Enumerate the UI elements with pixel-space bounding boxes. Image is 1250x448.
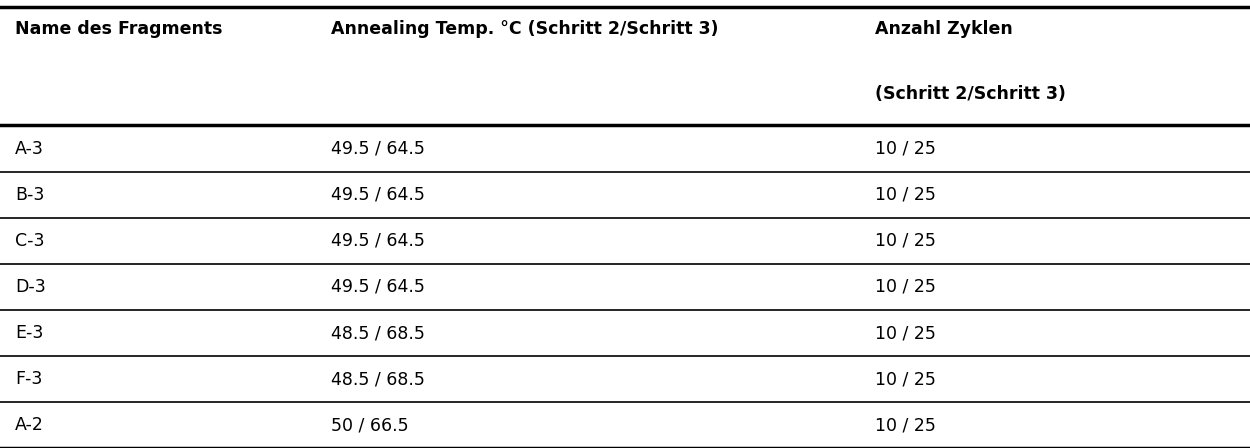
Text: 10 / 25: 10 / 25 (875, 370, 936, 388)
Text: 10 / 25: 10 / 25 (875, 416, 936, 435)
Text: 49.5 / 64.5: 49.5 / 64.5 (331, 278, 425, 296)
Text: C-3: C-3 (15, 232, 45, 250)
Text: 48.5 / 68.5: 48.5 / 68.5 (331, 370, 425, 388)
Text: F-3: F-3 (15, 370, 42, 388)
Text: E-3: E-3 (15, 324, 44, 342)
Text: 49.5 / 64.5: 49.5 / 64.5 (331, 139, 425, 158)
Text: 10 / 25: 10 / 25 (875, 324, 936, 342)
Text: 10 / 25: 10 / 25 (875, 232, 936, 250)
Text: 50 / 66.5: 50 / 66.5 (331, 416, 409, 435)
Text: A-2: A-2 (15, 416, 44, 435)
Text: A-3: A-3 (15, 139, 44, 158)
Text: Annealing Temp. °C (Schritt 2/Schritt 3): Annealing Temp. °C (Schritt 2/Schritt 3) (331, 20, 719, 38)
Text: D-3: D-3 (15, 278, 46, 296)
Text: 10 / 25: 10 / 25 (875, 278, 936, 296)
Text: 48.5 / 68.5: 48.5 / 68.5 (331, 324, 425, 342)
Text: 10 / 25: 10 / 25 (875, 139, 936, 158)
Text: 49.5 / 64.5: 49.5 / 64.5 (331, 185, 425, 204)
Text: 10 / 25: 10 / 25 (875, 185, 936, 204)
Text: Name des Fragments: Name des Fragments (15, 20, 222, 38)
Text: Anzahl Zyklen: Anzahl Zyklen (875, 20, 1013, 38)
Text: B-3: B-3 (15, 185, 45, 204)
Text: (Schritt 2/Schritt 3): (Schritt 2/Schritt 3) (875, 85, 1066, 103)
Text: 49.5 / 64.5: 49.5 / 64.5 (331, 232, 425, 250)
